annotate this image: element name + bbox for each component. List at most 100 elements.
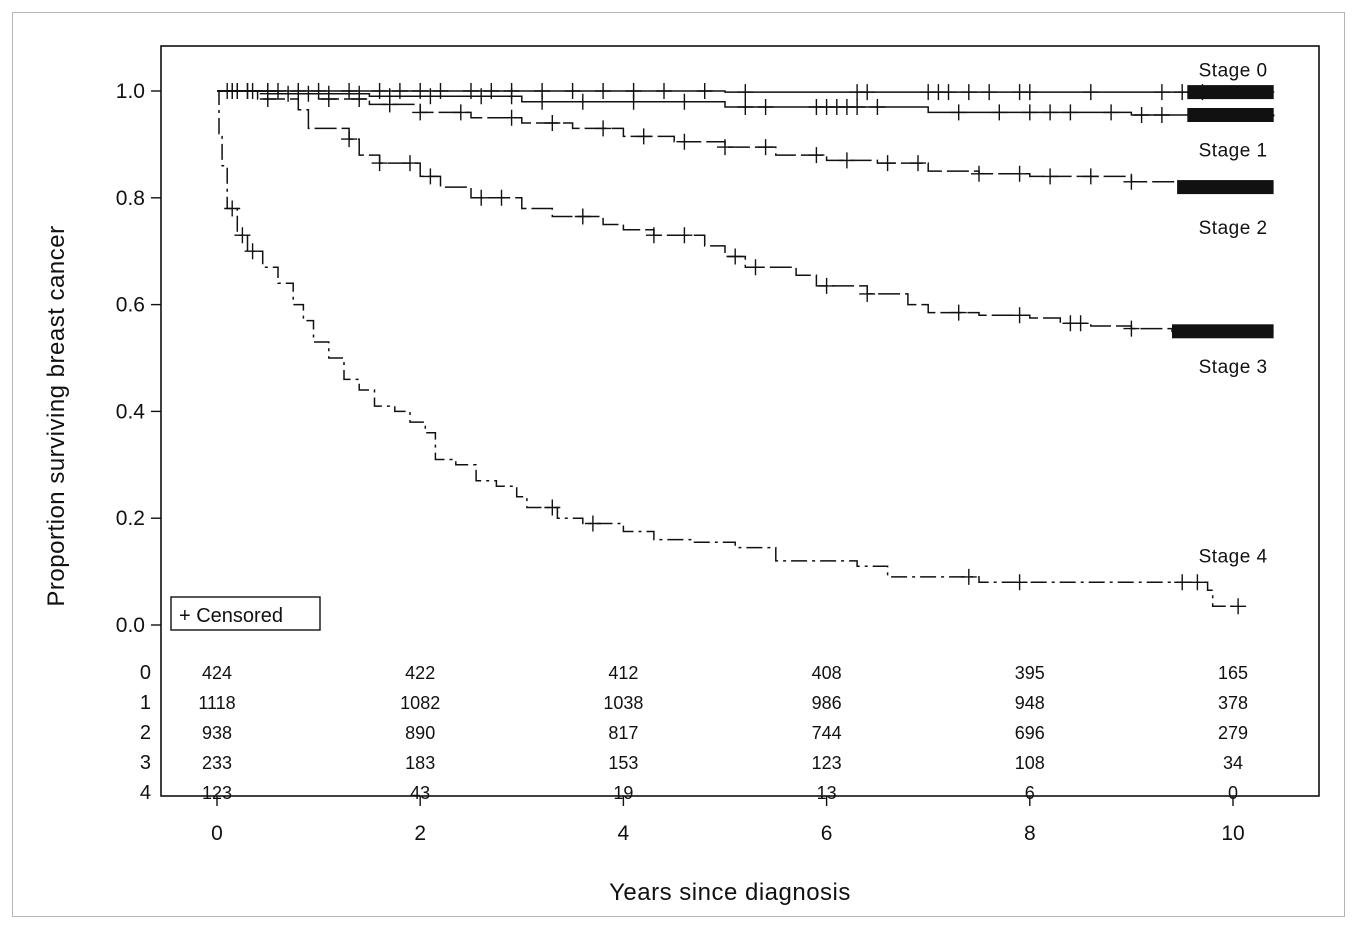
censor-mark: [422, 88, 439, 105]
risk-cell: 123: [812, 753, 842, 773]
censor-mark: [1123, 173, 1140, 190]
risk-cell: 165: [1218, 663, 1248, 683]
risk-cell: 1038: [603, 693, 643, 713]
x-tick-label: 8: [1024, 822, 1036, 845]
risk-cell: 279: [1218, 723, 1248, 743]
x-axis-title: Years since diagnosis: [609, 879, 851, 906]
censor-mark: [320, 91, 337, 107]
censor-mark: [1174, 574, 1191, 591]
censor-mark: [1072, 315, 1089, 332]
censor-mark: [1062, 104, 1079, 121]
censor-mark: [463, 83, 479, 99]
risk-cell: 412: [608, 663, 638, 683]
censor-mark: [391, 83, 408, 99]
censor-mark: [960, 84, 977, 101]
censor-mark: [564, 83, 581, 99]
censor-cluster: [1187, 108, 1274, 122]
series-label: Stage 1: [1199, 141, 1268, 162]
survival-curves: [217, 90, 1275, 608]
legend-border: [170, 596, 321, 631]
series-label: Stage 4: [1199, 547, 1268, 568]
x-tick-label: 0: [211, 822, 223, 845]
censor-mark: [1153, 84, 1170, 101]
risk-cell: 123: [202, 783, 232, 803]
censor-mark: [473, 189, 490, 206]
censor-mark: [1021, 104, 1038, 121]
censor-mark: [483, 83, 500, 99]
censor-mark: [676, 227, 693, 244]
y-tick-label: 0.4: [116, 400, 146, 423]
censor-mark: [676, 133, 693, 150]
risk-cell: 13: [817, 783, 837, 803]
y-tick-label: 0.6: [116, 294, 145, 317]
censor-mark: [493, 189, 510, 206]
censor-mark: [869, 99, 886, 115]
censor-mark: [503, 109, 520, 126]
censor-mark: [544, 115, 561, 131]
censor-mark: [1082, 84, 1099, 101]
risk-row-label: 1: [140, 692, 151, 714]
y-tick-label: 0.0: [116, 614, 145, 637]
risk-cell: 422: [405, 663, 435, 683]
censor-mark: [341, 83, 358, 99]
censor-mark: [656, 83, 672, 99]
risk-cell: 0: [1228, 783, 1238, 803]
censor-mark: [1021, 84, 1038, 101]
censor-mark: [544, 499, 561, 516]
risk-cell: 153: [608, 753, 638, 773]
x-tick-label: 4: [618, 822, 630, 845]
series-label: Stage 2: [1199, 218, 1268, 239]
censor-mark: [412, 83, 429, 99]
censor-mark: [244, 243, 261, 260]
risk-cell: 395: [1015, 663, 1045, 683]
censor-mark: [234, 227, 251, 244]
axes: 0.00.20.40.60.81.00 2 4 6 8 10: [116, 80, 1245, 845]
censor-cluster: [1187, 85, 1274, 100]
risk-cell: 233: [202, 753, 232, 773]
risk-cell: 43: [410, 783, 430, 803]
censor-mark: [1123, 320, 1140, 337]
censor-mark: [971, 165, 987, 182]
risk-row-label: 3: [140, 752, 151, 774]
risk-row-label: 0: [140, 662, 151, 684]
censor-mark: [808, 147, 825, 164]
censor-mark: [473, 88, 490, 105]
risk-cell: 424: [202, 663, 232, 683]
censor-mark: [625, 93, 642, 110]
censor-mark: [371, 83, 388, 99]
censor-mark: [224, 200, 241, 217]
censor-mark: [534, 93, 551, 110]
censor-mark: [1230, 598, 1247, 615]
censor-mark: [1011, 574, 1028, 591]
series-label: Stage 0: [1199, 61, 1268, 82]
censor-mark: [981, 84, 998, 101]
y-tick-label: 0.8: [116, 187, 145, 210]
censor-mark: [341, 131, 358, 148]
censor-mark: [950, 304, 967, 321]
censor-mark: [696, 83, 713, 99]
censor-mark: [574, 208, 591, 225]
risk-cell: 948: [1015, 693, 1045, 713]
risk-cell: 183: [405, 753, 435, 773]
censor-mark: [849, 99, 866, 115]
censor-mark: [757, 99, 774, 115]
censor-mark: [371, 155, 388, 172]
censor-mark: [381, 96, 398, 113]
risk-cell: 890: [405, 723, 435, 743]
censor-mark: [422, 168, 439, 185]
censor-mark: [1011, 165, 1028, 182]
plot-border: [160, 45, 1320, 797]
censor-mark: [402, 155, 418, 172]
censor-mark: [1082, 168, 1099, 185]
censor-mark: [310, 83, 327, 99]
censor-mark: [757, 139, 774, 156]
censor-mark: [452, 104, 469, 121]
risk-cell: 817: [608, 723, 638, 743]
censor-mark: [859, 285, 876, 302]
risk-cell: 1082: [400, 693, 440, 713]
censor-mark: [1042, 104, 1059, 121]
censor-mark: [910, 155, 926, 172]
censor-mark: [432, 83, 449, 99]
censor-mark: [595, 83, 612, 99]
